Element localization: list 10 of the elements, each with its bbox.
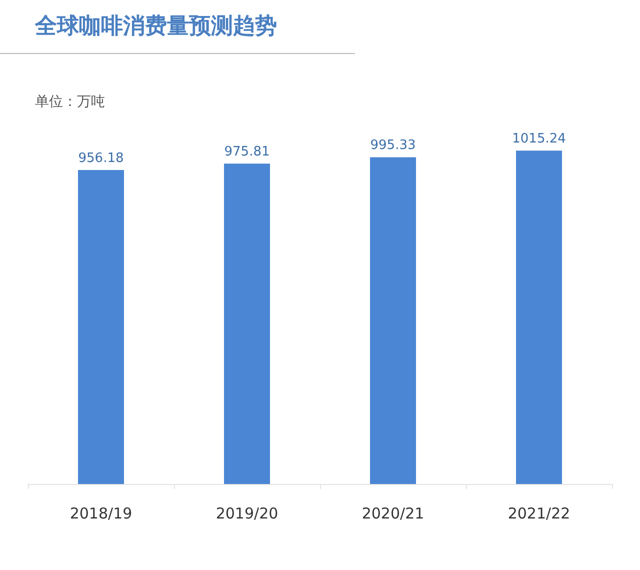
x-tick-label: 2021/22 bbox=[508, 504, 570, 522]
chart-subtitle: 单位：万吨 bbox=[35, 94, 105, 110]
data-label: 975.81 bbox=[224, 144, 270, 160]
data-label: 956.18 bbox=[78, 151, 124, 166]
x-tick-label: 2018/19 bbox=[70, 504, 132, 522]
data-label: 995.33 bbox=[370, 138, 416, 154]
chart-title: 全球咖啡消费量预测趋势 bbox=[34, 13, 277, 39]
data-label: 1015.24 bbox=[512, 132, 566, 147]
x-tick-label: 2020/21 bbox=[362, 504, 424, 522]
x-tick-label: 2019/20 bbox=[216, 504, 278, 522]
